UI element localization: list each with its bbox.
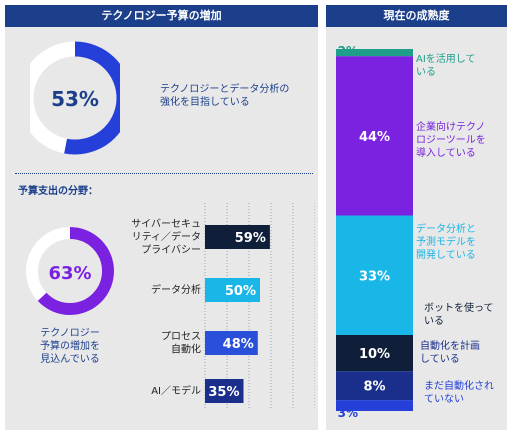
section-divider (15, 173, 313, 174)
category-label: サイバーセキュ (131, 218, 201, 230)
top-caption-line-2: 強化を目指している (160, 97, 250, 108)
bottom-caption-line-1: テクノロジー (40, 328, 100, 339)
bar-value-label: 48% (223, 337, 254, 352)
stack-segment-5 (336, 400, 413, 411)
stack-segment-1 (336, 56, 413, 216)
stack-value-label: 2% (338, 44, 358, 58)
bar-2 (205, 331, 258, 355)
stack-category-label: ロジーツールを (416, 134, 486, 146)
bar-value-label: 35% (208, 385, 239, 400)
stack-category-label: いる (424, 315, 444, 327)
bar-1 (205, 278, 260, 302)
stack-category-label: AIを活用して (416, 53, 476, 65)
left-panel: テクノロジー予算の増加 53% テクノロジーとデータ分析の 強化を目指している … (5, 5, 318, 430)
category-label: 自動化 (171, 343, 201, 356)
stack-segment-0 (336, 49, 413, 57)
stack-category-label: データ分析と (416, 222, 476, 235)
bottom-caption-line-2: 予算の増加を (40, 341, 100, 352)
category-label: データ分析 (151, 283, 201, 296)
stack-category-label: 自動化を計画 (420, 339, 480, 352)
top-caption-line-1: テクノロジーとデータ分析の (160, 84, 290, 95)
stack-value-label: 44% (359, 130, 390, 145)
left-panel-title: テクノロジー予算の増加 (5, 5, 318, 27)
stack-category-label: している (420, 353, 460, 365)
right-panel: 現在の成熟度 2% AIを活用して いる 44% 企業向けテクノ ロジーツールを 導入してい… (326, 5, 507, 430)
stack-value-label: 10% (359, 347, 390, 362)
stack-segment-3 (336, 334, 413, 372)
bar-3 (205, 379, 244, 403)
section-label: 予算支出の分野： (18, 186, 98, 197)
bar-value-label: 50% (225, 284, 256, 299)
stack-value-label: 8% (363, 380, 385, 395)
stack-category-label: 企業向けテクノ (416, 120, 485, 133)
stack-value-label: 33% (359, 269, 390, 284)
stack-category-label: 開発している (416, 248, 476, 261)
stack-category-label: ていない (424, 393, 464, 405)
bottom-donut-chart: 63% (26, 227, 114, 315)
bar-0 (205, 225, 270, 249)
category-label: プライバシー (141, 244, 201, 256)
stack-segment-4 (336, 371, 413, 401)
bottom-caption-line-3: 見込んでいる (40, 354, 100, 365)
stack-category-label: 導入している (416, 146, 476, 159)
maturity-stacked-chart: 2%AIを活用している44%企業向けテクノロジーツールを導入している33%データ… (336, 44, 494, 420)
top-donut-value: 53% (51, 87, 99, 111)
bottom-donut-value: 63% (48, 263, 91, 284)
category-label: AI／モデル (151, 384, 201, 397)
top-donut-arc (30, 41, 120, 155)
category-label: リティ／データ (132, 230, 201, 243)
top-donut-caption: テクノロジーとデータ分析の 強化を目指している (160, 83, 289, 109)
bottom-donut-arc (26, 227, 114, 315)
category-label: プロセス (161, 331, 201, 343)
bottom-donut-caption: テクノロジー 予算の増加を 見込んでいる (25, 327, 115, 366)
right-panel-title: 現在の成熟度 (326, 5, 507, 27)
stack-value-label: 3% (338, 406, 358, 420)
top-donut-chart: 53% (30, 41, 120, 155)
stack-category-label: いる (416, 66, 436, 78)
bar-value-label: 59% (235, 231, 266, 246)
stack-category-label: まだ自動化され (424, 379, 494, 392)
stack-segment-2 (336, 215, 413, 335)
stack-category-label: 予測モデルを (416, 235, 476, 248)
stack-category-label: ボットを使って (424, 301, 494, 314)
